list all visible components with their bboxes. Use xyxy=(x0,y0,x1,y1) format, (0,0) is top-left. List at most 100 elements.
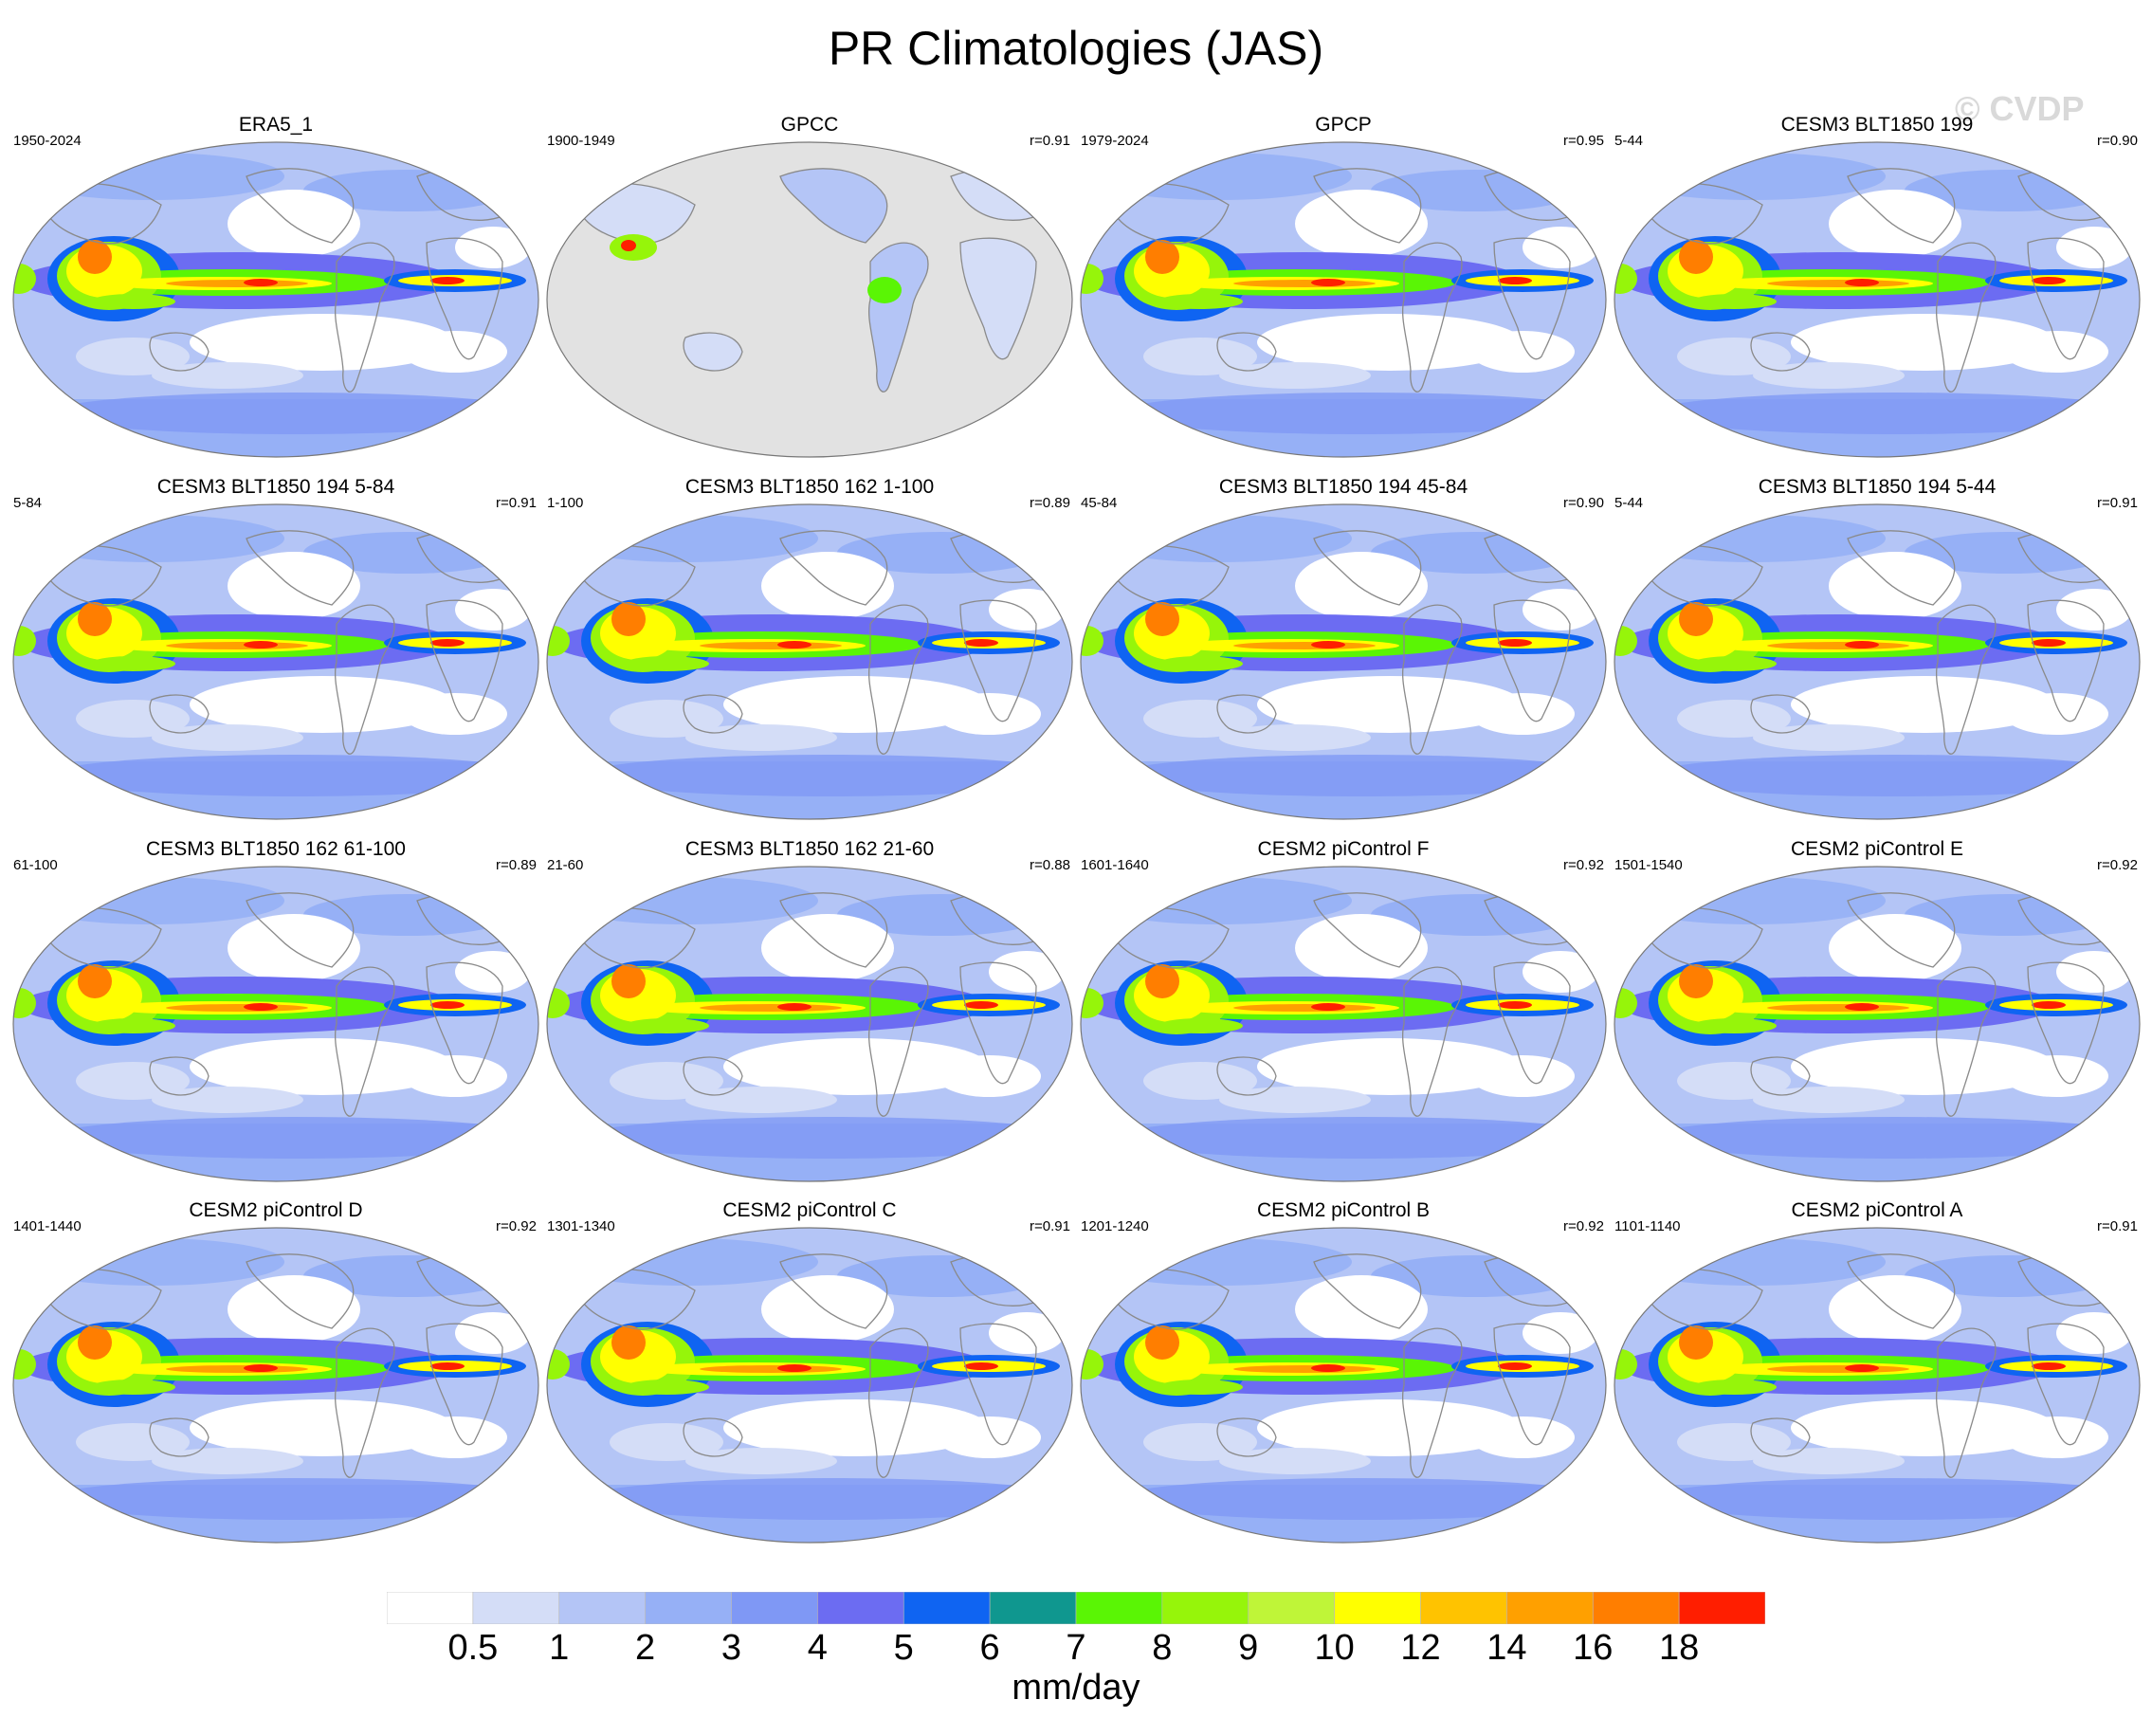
map-outline xyxy=(1080,1227,1607,1544)
coastline xyxy=(1493,599,1571,722)
coastline xyxy=(867,1327,929,1478)
map-outline xyxy=(1614,1227,2141,1544)
coastline xyxy=(246,1253,355,1329)
colorbar-tick-label: 16 xyxy=(1573,1628,1614,1668)
map-panel: ERA5_1 1950-2024 xyxy=(9,114,542,465)
coastline xyxy=(1935,604,1997,755)
coastline xyxy=(1935,1327,1997,1478)
colorbar-swatch xyxy=(1506,1592,1594,1624)
coastline xyxy=(1216,1056,1277,1096)
panel-title: CESM3 BLT1850 162 1-100 xyxy=(684,476,935,498)
colorbar-swatch xyxy=(903,1592,991,1624)
coastline xyxy=(1216,332,1277,372)
coastline xyxy=(426,237,503,360)
precipitation-map xyxy=(12,1227,539,1544)
coastline xyxy=(246,892,355,968)
panel-correlation: r=0.90 xyxy=(1563,495,1604,511)
map-panel: CESM3 BLT1850 162 1-100 1-100 r=0.89 xyxy=(543,476,1076,827)
coastline xyxy=(1750,332,1811,372)
panel-title: CESM2 piControl A xyxy=(1791,1199,1963,1221)
map-outline xyxy=(1080,866,1607,1182)
coastline xyxy=(959,1323,1037,1446)
colorbar-tick-label: 18 xyxy=(1658,1628,1700,1668)
colorbar-tick-label: 6 xyxy=(979,1628,1000,1668)
panel-correlation: r=0.91 xyxy=(496,495,537,511)
colorbar-swatch xyxy=(1075,1592,1163,1624)
panel-title: CESM3 BLT1850 194 5-84 xyxy=(156,476,395,498)
coastline xyxy=(334,966,395,1117)
map-outline xyxy=(546,141,1073,458)
coastline xyxy=(959,237,1037,360)
precipitation-map xyxy=(546,866,1073,1182)
colorbar-tick-label: 10 xyxy=(1314,1628,1355,1668)
colorbar-swatch xyxy=(731,1592,818,1624)
map-panel: CESM3 BLT1850 194 45-84 45-84 r=0.90 xyxy=(1077,476,1610,827)
colorbar-tick-label: 9 xyxy=(1238,1628,1259,1668)
colorbar xyxy=(387,1592,1765,1624)
panel-correlation: r=0.92 xyxy=(496,1218,537,1234)
coastline xyxy=(1401,242,1463,393)
coastline xyxy=(959,961,1037,1085)
panel-period: 1201-1240 xyxy=(1081,1218,1149,1234)
panel-period: 1401-1440 xyxy=(13,1218,82,1234)
panel-title: CESM2 piControl E xyxy=(1790,838,1964,860)
panel-period: 61-100 xyxy=(13,857,58,873)
coastline xyxy=(246,530,355,606)
coastline xyxy=(426,599,503,722)
precipitation-map xyxy=(12,141,539,458)
coastline xyxy=(2027,1323,2105,1446)
colorbar-swatch xyxy=(558,1592,646,1624)
coastline xyxy=(867,604,929,755)
panel-title: CESM3 BLT1850 162 21-60 xyxy=(684,838,935,860)
panel-correlation: r=0.95 xyxy=(1563,133,1604,149)
colorbar-swatch xyxy=(472,1592,560,1624)
coastline xyxy=(959,599,1037,722)
map-panel: CESM2 piControl A 1101-1140 r=0.91 xyxy=(1611,1199,2143,1550)
colorbar-tick-label: 0.5 xyxy=(447,1628,499,1668)
panel-title: CESM2 piControl B xyxy=(1256,1199,1431,1221)
panel-title: CESM2 piControl D xyxy=(189,1199,363,1221)
coastline xyxy=(1313,168,1422,244)
panel-period: 1601-1640 xyxy=(1081,857,1149,873)
coastline xyxy=(683,694,743,734)
panel-correlation: r=0.91 xyxy=(2097,495,2138,511)
map-panel: CESM3 BLT1850 162 61-100 61-100 r=0.89 xyxy=(9,838,542,1189)
panel-title: CESM2 piControl F xyxy=(1257,838,1430,860)
coastline xyxy=(1401,604,1463,755)
coastline xyxy=(2027,961,2105,1085)
panel-title: CESM3 BLT1850 162 61-100 xyxy=(146,838,406,860)
map-outline xyxy=(1080,503,1607,820)
map-outline xyxy=(1080,141,1607,458)
panel-period: 5-84 xyxy=(13,495,43,511)
coastline xyxy=(1493,237,1571,360)
map-panel: CESM3 BLT1850 162 21-60 21-60 r=0.88 xyxy=(543,838,1076,1189)
panel-title: GPCC xyxy=(780,114,839,136)
coastline xyxy=(2027,599,2105,722)
colorbar-tick-label: 1 xyxy=(549,1628,570,1668)
precipitation-map xyxy=(1080,141,1607,458)
map-panel: CESM3 BLT1850 194 5-44 5-44 r=0.91 xyxy=(1611,476,2143,827)
panel-title: CESM3 BLT1850 199 xyxy=(1780,114,1974,136)
panel-correlation: r=0.88 xyxy=(1030,857,1070,873)
coastline xyxy=(2027,237,2105,360)
map-panel: CESM3 BLT1850 194 5-84 5-84 r=0.91 xyxy=(9,476,542,827)
map-panel: CESM2 piControl F 1601-1640 r=0.92 xyxy=(1077,838,1610,1189)
map-outline xyxy=(1614,141,2141,458)
panel-correlation: r=0.92 xyxy=(1563,857,1604,873)
panel-correlation: r=0.91 xyxy=(1030,133,1070,149)
colorbar-unit: mm/day xyxy=(1012,1668,1140,1708)
coastline xyxy=(779,530,888,606)
panel-period: 5-44 xyxy=(1614,495,1644,511)
precipitation-map xyxy=(546,141,1073,458)
precipitation-map xyxy=(12,866,539,1182)
panel-title: CESM3 BLT1850 194 45-84 xyxy=(1218,476,1468,498)
coastline xyxy=(1313,892,1422,968)
coastline xyxy=(426,1323,503,1446)
map-panel: CESM2 piControl C 1301-1340 r=0.91 xyxy=(543,1199,1076,1550)
precipitation-map xyxy=(1080,866,1607,1182)
coastline xyxy=(779,892,888,968)
precipitation-map xyxy=(1614,141,2141,458)
colorbar-tick-label: 3 xyxy=(720,1628,742,1668)
coastline xyxy=(1847,530,1956,606)
map-outline xyxy=(12,1227,539,1544)
